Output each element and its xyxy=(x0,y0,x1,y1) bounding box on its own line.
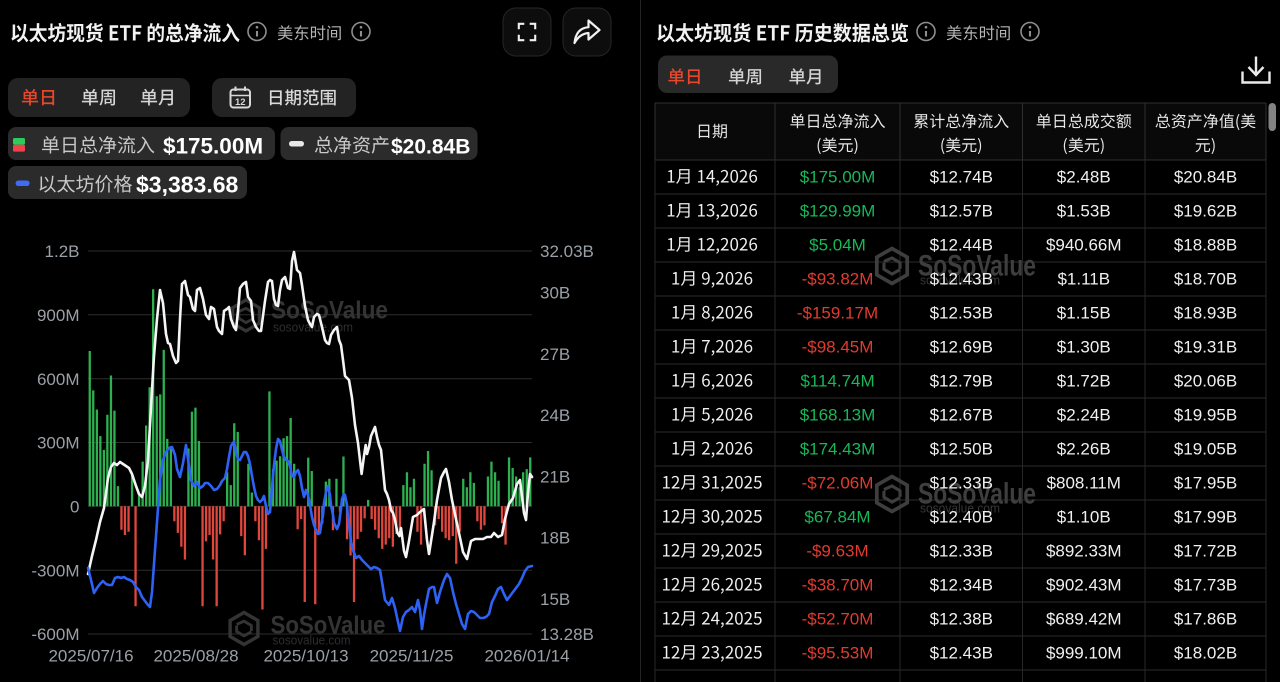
svg-text:sosovalue.com: sosovalue.com xyxy=(273,633,351,648)
svg-text:$12.69B: $12.69B xyxy=(930,338,993,357)
svg-text:$5.04M: $5.04M xyxy=(809,236,866,255)
svg-text:$19.95B: $19.95B xyxy=(1174,406,1237,425)
svg-text:-600M: -600M xyxy=(31,625,79,644)
svg-text:$1.11B: $1.11B xyxy=(1057,270,1110,289)
svg-text:$20.84B: $20.84B xyxy=(1174,168,1237,187)
svg-text:27B: 27B xyxy=(540,345,570,364)
svg-text:2025/07/16: 2025/07/16 xyxy=(48,647,133,666)
svg-text:$20.84B: $20.84B xyxy=(391,136,470,159)
svg-text:15B: 15B xyxy=(540,590,570,609)
svg-text:$12.79B: $12.79B xyxy=(930,372,993,391)
svg-text:2025/11/25: 2025/11/25 xyxy=(370,647,454,666)
svg-text:SoSoValue: SoSoValue xyxy=(918,250,1036,283)
svg-text:-$72.06M: -$72.06M xyxy=(802,474,874,493)
svg-text:$17.95B: $17.95B xyxy=(1174,474,1237,493)
svg-text:2026/01/14: 2026/01/14 xyxy=(484,647,569,666)
svg-text:SoSoValue: SoSoValue xyxy=(271,297,388,325)
svg-text:$19.31B: $19.31B xyxy=(1174,338,1237,357)
svg-text:$2.26B: $2.26B xyxy=(1057,440,1111,459)
svg-text:$67.84M: $67.84M xyxy=(804,508,870,527)
svg-text:$12.43B: $12.43B xyxy=(930,270,993,289)
svg-text:$12.40B: $12.40B xyxy=(930,508,993,527)
svg-text:$12.33B: $12.33B xyxy=(930,542,993,561)
svg-text:$175.00M: $175.00M xyxy=(800,168,876,187)
svg-text:$1.53B: $1.53B xyxy=(1057,202,1111,221)
svg-text:$12.53B: $12.53B xyxy=(930,304,993,323)
svg-text:$12.44B: $12.44B xyxy=(930,236,993,255)
svg-text:$18.02B: $18.02B xyxy=(1174,644,1237,663)
svg-text:$902.43M: $902.43M xyxy=(1046,576,1122,595)
svg-text:-$38.70M: -$38.70M xyxy=(802,576,874,595)
svg-text:$12.74B: $12.74B xyxy=(930,168,993,187)
svg-text:$999.10M: $999.10M xyxy=(1046,644,1122,663)
svg-text:13.28B: 13.28B xyxy=(540,625,594,644)
svg-text:$19.05B: $19.05B xyxy=(1174,440,1237,459)
svg-text:$18.70B: $18.70B xyxy=(1174,270,1237,289)
svg-text:$1.15B: $1.15B xyxy=(1057,304,1111,323)
svg-text:$17.99B: $17.99B xyxy=(1174,508,1237,527)
svg-text:SoSoValue: SoSoValue xyxy=(918,478,1036,511)
svg-text:$12.43B: $12.43B xyxy=(930,644,993,663)
svg-text:$18.88B: $18.88B xyxy=(1174,236,1237,255)
svg-text:$12.57B: $12.57B xyxy=(930,202,993,221)
svg-text:$2.48B: $2.48B xyxy=(1057,168,1111,187)
svg-text:32.03B: 32.03B xyxy=(540,242,594,261)
svg-text:$12.50B: $12.50B xyxy=(930,440,993,459)
svg-text:sosovalue.com: sosovalue.com xyxy=(920,501,1000,516)
svg-text:-$98.45M: -$98.45M xyxy=(802,338,874,357)
svg-text:300M: 300M xyxy=(37,434,80,453)
svg-text:600M: 600M xyxy=(37,370,80,389)
svg-text:SoSoValue: SoSoValue xyxy=(271,612,386,640)
svg-text:$12.33B: $12.33B xyxy=(930,474,993,493)
svg-text:2025/08/28: 2025/08/28 xyxy=(153,647,238,666)
svg-text:$168.13M: $168.13M xyxy=(800,406,876,425)
svg-text:$20.06B: $20.06B xyxy=(1174,372,1237,391)
svg-text:$940.66M: $940.66M xyxy=(1046,236,1122,255)
svg-text:$3,383.68: $3,383.68 xyxy=(136,172,239,198)
svg-text:$12.67B: $12.67B xyxy=(930,406,993,425)
svg-text:$689.42M: $689.42M xyxy=(1046,610,1122,629)
svg-text:$1.72B: $1.72B xyxy=(1057,372,1111,391)
svg-text:12: 12 xyxy=(235,97,246,108)
svg-text:$17.86B: $17.86B xyxy=(1174,610,1237,629)
svg-text:24B: 24B xyxy=(540,406,570,425)
svg-text:sosovalue.com: sosovalue.com xyxy=(920,273,1000,288)
svg-text:18B: 18B xyxy=(540,529,570,548)
svg-text:-$159.17M: -$159.17M xyxy=(797,304,878,323)
svg-text:$19.62B: $19.62B xyxy=(1174,202,1237,221)
svg-text:$12.34B: $12.34B xyxy=(930,576,993,595)
svg-text:$114.74M: $114.74M xyxy=(800,372,874,391)
svg-text:$17.72B: $17.72B xyxy=(1174,542,1237,561)
svg-text:$18.93B: $18.93B xyxy=(1174,304,1237,323)
svg-text:$1.30B: $1.30B xyxy=(1057,338,1111,357)
svg-text:$17.73B: $17.73B xyxy=(1174,576,1237,595)
svg-text:$1.10B: $1.10B xyxy=(1057,508,1111,527)
svg-text:2025/10/13: 2025/10/13 xyxy=(263,647,348,666)
svg-text:900M: 900M xyxy=(37,306,80,325)
svg-text:0: 0 xyxy=(70,497,79,516)
svg-text:$12.38B: $12.38B xyxy=(930,610,993,629)
svg-text:$892.33M: $892.33M xyxy=(1046,542,1122,561)
svg-text:$129.99M: $129.99M xyxy=(800,202,876,221)
svg-text:30B: 30B xyxy=(540,284,570,303)
svg-text:-$9.63M: -$9.63M xyxy=(806,542,868,561)
svg-text:$174.43M: $174.43M xyxy=(800,440,876,459)
svg-text:$175.00M: $175.00M xyxy=(163,134,263,159)
svg-text:1.2B: 1.2B xyxy=(45,242,80,261)
svg-text:21B: 21B xyxy=(540,467,570,486)
svg-text:-$52.70M: -$52.70M xyxy=(802,610,874,629)
svg-text:-$93.82M: -$93.82M xyxy=(802,270,874,289)
svg-text:$808.11M: $808.11M xyxy=(1047,474,1121,493)
svg-text:-300M: -300M xyxy=(31,561,79,580)
svg-text:-$95.53M: -$95.53M xyxy=(802,644,874,663)
svg-text:$2.24B: $2.24B xyxy=(1057,406,1111,425)
